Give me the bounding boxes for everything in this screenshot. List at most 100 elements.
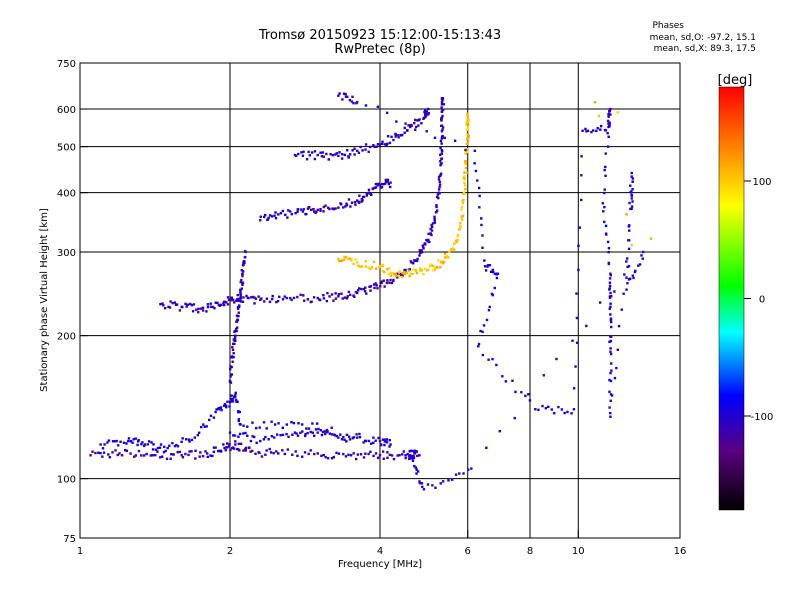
- data-point: [340, 292, 343, 295]
- data-point: [394, 135, 397, 138]
- data-point: [204, 450, 207, 453]
- y-axis-label: Stationary phase Virtual Height [km]: [39, 208, 50, 392]
- data-point: [439, 164, 442, 167]
- data-point: [337, 94, 340, 97]
- data-point: [234, 329, 237, 333]
- data-point: [264, 435, 267, 439]
- data-point: [233, 434, 237, 437]
- data-point: [455, 240, 458, 244]
- data-point: [630, 197, 633, 200]
- data-point: [364, 104, 368, 107]
- data-point: [412, 268, 415, 271]
- data-point: [262, 215, 266, 219]
- data-point: [460, 218, 464, 221]
- data-point: [430, 225, 434, 229]
- data-point: [332, 455, 335, 459]
- data-point: [319, 208, 322, 211]
- data-point: [609, 320, 613, 324]
- data-point: [466, 126, 470, 129]
- data-point: [378, 454, 382, 457]
- y-tick-label: 200: [57, 332, 76, 343]
- data-point: [146, 443, 149, 446]
- data-point: [369, 192, 372, 195]
- data-point: [206, 303, 210, 306]
- data-point: [440, 152, 444, 155]
- data-point: [125, 449, 129, 453]
- data-point: [237, 305, 241, 309]
- data-point: [609, 113, 612, 116]
- data-point: [463, 175, 466, 178]
- data-point: [373, 286, 376, 290]
- data-point: [235, 400, 238, 403]
- data-point: [441, 262, 445, 265]
- data-point: [352, 436, 356, 439]
- data-point: [480, 223, 483, 227]
- data-point: [353, 200, 357, 204]
- data-point: [239, 294, 242, 297]
- data-point: [439, 174, 442, 177]
- x-tick-label: 2: [227, 546, 233, 557]
- data-point: [357, 201, 361, 204]
- data-point: [528, 399, 532, 402]
- data-point: [465, 128, 469, 132]
- data-point: [173, 301, 177, 304]
- data-point: [184, 438, 188, 441]
- data-point: [156, 446, 160, 450]
- data-point: [350, 100, 354, 103]
- data-point: [311, 422, 314, 425]
- data-point: [427, 232, 430, 236]
- data-point: [290, 298, 293, 302]
- data-point: [230, 400, 233, 403]
- data-point: [232, 434, 235, 437]
- data-point: [216, 301, 219, 305]
- data-point: [343, 153, 347, 157]
- data-point: [345, 202, 348, 205]
- data-point: [162, 304, 165, 307]
- data-point: [487, 308, 491, 312]
- data-point: [237, 314, 240, 318]
- data-point: [289, 210, 292, 213]
- data-point: [435, 209, 439, 212]
- data-point: [354, 290, 358, 294]
- data-point: [244, 449, 248, 452]
- data-point: [123, 448, 127, 452]
- data-point: [236, 307, 240, 310]
- data-point: [461, 214, 465, 217]
- data-point: [399, 272, 403, 276]
- data-point: [440, 137, 443, 140]
- data-point: [441, 114, 444, 118]
- data-point: [224, 449, 227, 452]
- data-point: [413, 452, 417, 455]
- data-point: [197, 311, 200, 314]
- data-point: [606, 145, 610, 148]
- data-point: [609, 305, 612, 309]
- data-point: [463, 171, 466, 174]
- data-point: [301, 210, 305, 213]
- data-point: [607, 135, 610, 139]
- data-point: [217, 449, 221, 453]
- data-point: [395, 120, 398, 123]
- data-point: [609, 273, 613, 277]
- data-point: [208, 418, 211, 422]
- data-point: [637, 264, 640, 267]
- data-point: [438, 185, 441, 189]
- data-point: [229, 448, 232, 452]
- data-point: [231, 400, 235, 403]
- data-point: [440, 148, 444, 152]
- data-point: [382, 279, 385, 282]
- data-point: [285, 432, 288, 436]
- data-point: [367, 266, 370, 270]
- data-point: [630, 244, 633, 247]
- data-point: [169, 300, 172, 303]
- data-point: [192, 303, 196, 306]
- data-point: [184, 452, 187, 456]
- data-point: [329, 152, 332, 156]
- data-point: [418, 118, 421, 121]
- data-point: [237, 442, 240, 446]
- data-point: [392, 138, 395, 142]
- data-point: [337, 257, 340, 261]
- data-point: [279, 433, 282, 437]
- data-point: [175, 443, 178, 447]
- phase-summary-title: Phases: [652, 21, 684, 31]
- data-point: [464, 152, 467, 155]
